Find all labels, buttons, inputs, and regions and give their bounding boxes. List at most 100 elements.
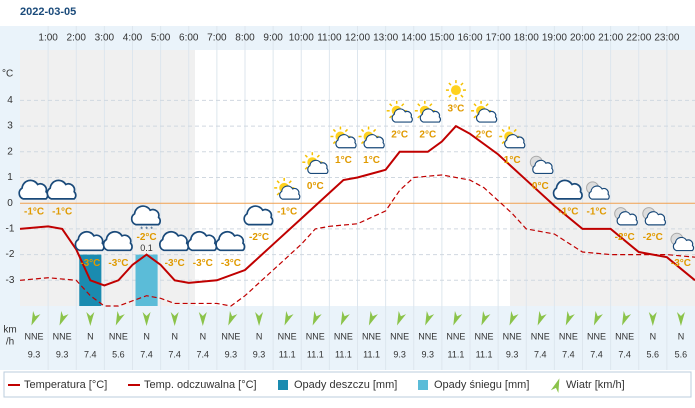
sun-ray [360, 128, 365, 133]
wind-speed: 9.3 [393, 349, 406, 359]
sun-ray [448, 94, 452, 98]
temperature-label: -1°C [52, 207, 72, 218]
wind-arrow [425, 311, 435, 326]
legend-label: Temp. odczuwalna [°C] [144, 379, 257, 391]
y-axis-label: °C [2, 69, 13, 80]
cloud [187, 230, 218, 252]
cloud [215, 230, 246, 252]
wind-speed: 9.3 [56, 349, 69, 359]
hour-label: 16:00 [457, 33, 482, 44]
temperature-label: 1°C [363, 155, 380, 166]
sun-ray [460, 82, 464, 86]
weather-icon [274, 177, 301, 200]
date-title: 2022-03-05 [20, 6, 76, 18]
wind-direction: N [678, 331, 685, 341]
temperature-label: 1°C [504, 155, 521, 166]
wind-speed: 7.4 [618, 349, 631, 359]
hour-label: 12:00 [345, 33, 370, 44]
wind-direction: NNE [109, 331, 128, 341]
wind-speed: 7.4 [590, 349, 603, 359]
hour-label: 5:00 [151, 33, 171, 44]
sun-ray [473, 115, 477, 119]
hour-label: 20:00 [570, 33, 595, 44]
cloud [672, 236, 695, 252]
wind-arrow [86, 312, 95, 326]
sun-ray [316, 154, 320, 158]
legend-label: Wiatr [km/h] [566, 379, 625, 391]
temperature-label: -2°C [137, 232, 157, 243]
wind-speed: 5.6 [112, 349, 125, 359]
cloud [588, 185, 610, 200]
sun-ray [332, 140, 337, 145]
weather-icon [670, 232, 695, 252]
legend-label: Opady śniegu [mm] [434, 379, 529, 391]
hour-label: 17:00 [486, 33, 511, 44]
temperature-label: -1°C [277, 207, 297, 218]
hour-label: 4:00 [123, 33, 143, 44]
cloud [130, 205, 161, 226]
temperature-label: 0°C [532, 181, 549, 192]
wind-arrow [284, 311, 294, 326]
cloud [475, 108, 498, 123]
cloud [335, 134, 357, 149]
hour-label: 6:00 [179, 33, 199, 44]
weather-icon [552, 179, 583, 200]
wind-direction: NNE [475, 331, 494, 341]
wind-arrow [142, 312, 151, 326]
wind-arrow [59, 311, 69, 326]
temperature-label: -3°C [193, 258, 213, 269]
wind-direction: NNE [25, 331, 44, 341]
sun-ray [304, 154, 308, 158]
wind-arrow [255, 312, 264, 326]
wind-speed: 11.1 [448, 349, 465, 359]
wind-direction: NNE [587, 331, 606, 341]
y-tick-label: 3 [7, 121, 13, 132]
temperature-label: -2°C [249, 232, 269, 243]
hour-label: 3:00 [95, 33, 115, 44]
wind-direction: N [171, 331, 178, 341]
wind-direction: NNE [362, 331, 381, 341]
hour-label: 10:00 [289, 33, 314, 44]
wind-direction: N [200, 331, 207, 341]
sun-ray [401, 103, 405, 107]
wind-direction: NNE [390, 331, 409, 341]
weather-icon [302, 152, 329, 175]
wind-speed: 7.4 [168, 349, 181, 359]
wind-direction: N [143, 331, 150, 341]
wind-speed: 11.1 [307, 349, 324, 359]
wind-speed: 7.4 [197, 349, 210, 359]
sun-ray [288, 180, 292, 184]
legend-box [3, 371, 692, 398]
wind-arrow [509, 311, 519, 326]
weather-icon [445, 80, 466, 101]
wind-speed: 9.3 [28, 349, 41, 359]
hour-label: 14:00 [401, 33, 426, 44]
wind-arrow [228, 311, 238, 326]
weather-icon: * * * [130, 205, 161, 233]
weather-icon [529, 155, 554, 175]
wind-speed: 11.1 [363, 349, 380, 359]
weather-icon [642, 207, 667, 226]
wind-speed: 5.6 [647, 349, 660, 359]
sun-ray [344, 128, 349, 133]
feel-temperature-line [19, 174, 695, 307]
wind-arrow [312, 311, 322, 326]
temperature-label: 2°C [391, 129, 408, 140]
hour-label: 15:00 [429, 33, 454, 44]
sun-ray [448, 82, 452, 86]
wind-speed: 7.4 [534, 349, 547, 359]
sun-ray [276, 192, 280, 196]
sun-ray [360, 140, 365, 145]
weather-icon [215, 230, 246, 252]
weather-icon [330, 126, 357, 149]
temperature-label: -3°C [221, 258, 241, 269]
weather-icon [243, 205, 274, 226]
cloud [616, 211, 638, 226]
temperature-label: -1°C [587, 207, 607, 218]
wind-speed: 7.4 [140, 349, 153, 359]
cloud [46, 179, 77, 200]
wind-unit: km [3, 325, 16, 336]
y-tick-label: -3 [6, 275, 15, 286]
hour-label: 8:00 [235, 33, 255, 44]
